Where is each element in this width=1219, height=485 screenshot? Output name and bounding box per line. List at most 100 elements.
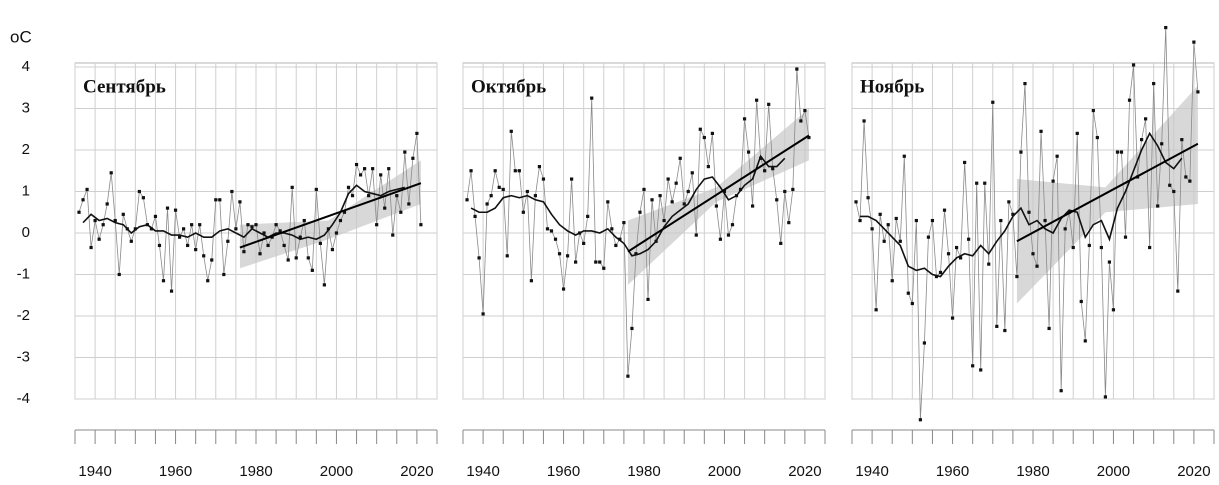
data-point — [658, 194, 662, 198]
data-point — [598, 260, 602, 264]
data-point — [1140, 138, 1144, 142]
data-point — [109, 171, 113, 175]
data-point — [574, 260, 578, 264]
x-tick-label: 1940 — [78, 463, 111, 480]
data-point — [342, 210, 347, 214]
data-point — [946, 252, 951, 256]
data-point — [465, 198, 469, 202]
data-point — [1172, 189, 1176, 194]
data-point — [1144, 117, 1148, 121]
data-point — [710, 131, 714, 135]
data-point — [610, 227, 614, 231]
data-point — [1027, 210, 1031, 214]
data-point — [730, 223, 735, 227]
data-point — [650, 198, 654, 202]
data-point — [1180, 138, 1184, 142]
y-axis-label: oC — [10, 27, 32, 46]
data-point — [274, 223, 278, 227]
data-point — [1023, 82, 1027, 86]
y-tick-label: -1 — [17, 265, 30, 282]
data-point — [258, 252, 262, 256]
data-point — [1176, 289, 1180, 293]
data-point — [1127, 98, 1132, 102]
data-point — [666, 177, 670, 181]
data-point — [497, 185, 501, 189]
data-point — [545, 227, 550, 231]
y-tick-label: -3 — [17, 348, 30, 365]
data-point — [975, 181, 979, 185]
data-point — [954, 245, 959, 250]
data-point — [987, 262, 991, 266]
data-point — [278, 229, 282, 233]
data-point — [1091, 108, 1095, 113]
data-point — [971, 364, 975, 368]
data-point — [799, 119, 803, 123]
data-point — [959, 256, 963, 260]
data-point — [338, 218, 343, 223]
data-point — [938, 270, 943, 275]
x-tick-label: 2020 — [1177, 463, 1210, 480]
data-point — [230, 189, 234, 194]
data-point — [553, 237, 558, 241]
data-point — [606, 200, 610, 204]
data-point — [1115, 150, 1120, 154]
data-point — [306, 256, 310, 260]
x-tick-label: 2020 — [400, 463, 433, 480]
data-point — [533, 194, 537, 198]
data-point — [367, 194, 371, 198]
data-point — [513, 169, 517, 173]
data-point — [1095, 135, 1099, 140]
data-point — [557, 252, 562, 256]
data-point — [509, 129, 513, 133]
data-point — [866, 196, 870, 200]
data-point — [662, 218, 666, 223]
data-point — [157, 243, 162, 248]
data-point — [742, 117, 747, 121]
panel-title: Октябрь — [471, 76, 546, 97]
data-point — [1131, 63, 1136, 67]
data-point — [310, 268, 314, 272]
data-point — [1196, 90, 1200, 94]
data-point — [1011, 212, 1015, 216]
data-point — [242, 250, 246, 254]
data-point — [1071, 245, 1075, 250]
data-point — [549, 229, 554, 233]
data-point — [302, 218, 306, 223]
data-point — [1103, 395, 1107, 399]
data-point — [854, 200, 858, 204]
data-point — [322, 283, 326, 287]
trend-line — [239, 182, 422, 249]
data-point — [807, 135, 811, 140]
data-point — [979, 368, 983, 372]
data-point — [238, 200, 242, 204]
data-point — [177, 235, 182, 239]
data-point — [890, 279, 894, 283]
data-line — [466, 69, 810, 377]
data-point — [1148, 245, 1152, 250]
data-point — [266, 243, 270, 248]
data-point — [529, 279, 533, 283]
data-point — [638, 210, 642, 214]
data-point — [411, 156, 415, 160]
data-point — [318, 241, 322, 245]
data-point — [234, 227, 238, 231]
data-point — [702, 135, 706, 140]
data-point — [85, 187, 89, 192]
data-point — [755, 98, 759, 102]
data-point — [1083, 339, 1087, 343]
data-point — [642, 187, 646, 192]
data-point — [97, 237, 101, 241]
data-point — [165, 206, 170, 210]
data-point — [419, 223, 423, 227]
data-point — [926, 235, 931, 239]
data-point — [101, 223, 105, 227]
data-point — [586, 214, 590, 218]
y-tick-label: -4 — [17, 390, 30, 407]
data-point — [922, 341, 926, 345]
data-point — [882, 239, 886, 243]
data-point — [714, 204, 718, 208]
data-point — [415, 131, 419, 135]
smoothed-line — [470, 154, 786, 257]
data-point — [190, 223, 194, 227]
